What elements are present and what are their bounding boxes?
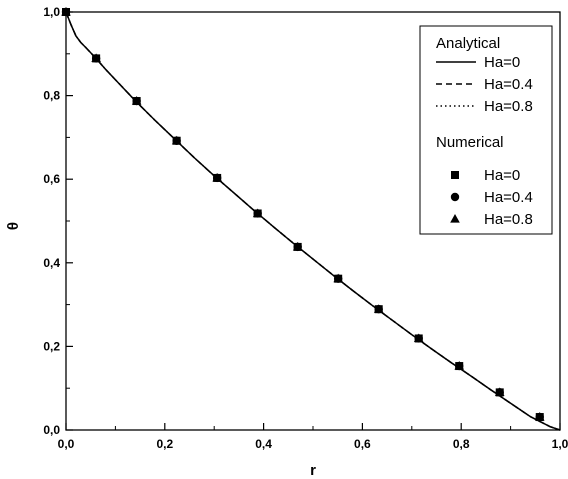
numerical-point-triangle [413,333,424,343]
legend: Analytical Ha=0 Ha=0.4 Ha=0.8 Numerical Ha… [419,25,553,235]
legend-analytical-entries: Ha=0 Ha=0.4 Ha=0.8 [436,54,533,115]
numerical-point-triangle [534,412,545,421]
legend-marker-square [451,171,459,179]
numerical-point-triangle [171,135,182,145]
y-axis-title: θ [5,222,22,230]
numerical-point-triangle [61,7,71,16]
x-tick-label: 0,0 [58,437,75,451]
numerical-point-triangle [494,387,505,396]
numerical-point-triangle [252,208,263,218]
numerical-markers [61,7,545,422]
legend-heading-analytical: Analytical [436,35,500,52]
numerical-point-triangle [131,96,142,105]
x-tick-label: 1,0 [552,437,568,451]
legend-heading-numerical: Numerical [436,134,504,151]
legend-marker-circle [450,192,460,202]
y-tick-label: 0,2 [43,339,60,353]
y-axis-ticks: 0,0 0,2 0,4 0,6 0,8 1,0 [43,5,73,437]
numerical-point-triangle [373,304,384,313]
legend-analytical-label: Ha=0.8 [484,98,533,115]
x-tick-label: 0,6 [354,437,371,451]
legend-numerical-label: Ha=0.8 [484,211,533,228]
legend-numerical-label: Ha=0.4 [484,189,533,206]
numerical-point-triangle [91,53,101,62]
legend-analytical-label: Ha=0.4 [484,76,533,93]
legend-analytical-label: Ha=0 [484,54,520,71]
numerical-point-triangle [454,361,465,370]
legend-numerical-label: Ha=0 [484,167,520,184]
x-axis-title: r [310,462,316,479]
numerical-point-triangle [212,172,222,182]
legend-numerical-entries: Ha=0 Ha=0.4 Ha=0.8 [450,167,533,228]
numerical-point-triangle [333,273,343,283]
y-tick-label: 0,6 [43,172,60,186]
x-tick-label: 0,8 [453,437,470,451]
y-tick-label: 0,8 [43,89,60,103]
x-tick-label: 0,2 [156,437,173,451]
analytical-lines [65,11,561,431]
numerical-point-triangle [292,241,303,251]
x-axis-ticks: 0,0 0,2 0,4 0,6 0,8 1,0 [58,423,568,451]
legend-marker-triangle [450,214,460,223]
y-tick-label: 1,0 [43,5,60,19]
y-tick-label: 0,4 [43,256,60,270]
legend-box [419,25,553,235]
x-tick-label: 0,4 [255,437,272,451]
analytical-line-2 [65,11,561,431]
y-tick-label: 0,0 [43,423,60,437]
